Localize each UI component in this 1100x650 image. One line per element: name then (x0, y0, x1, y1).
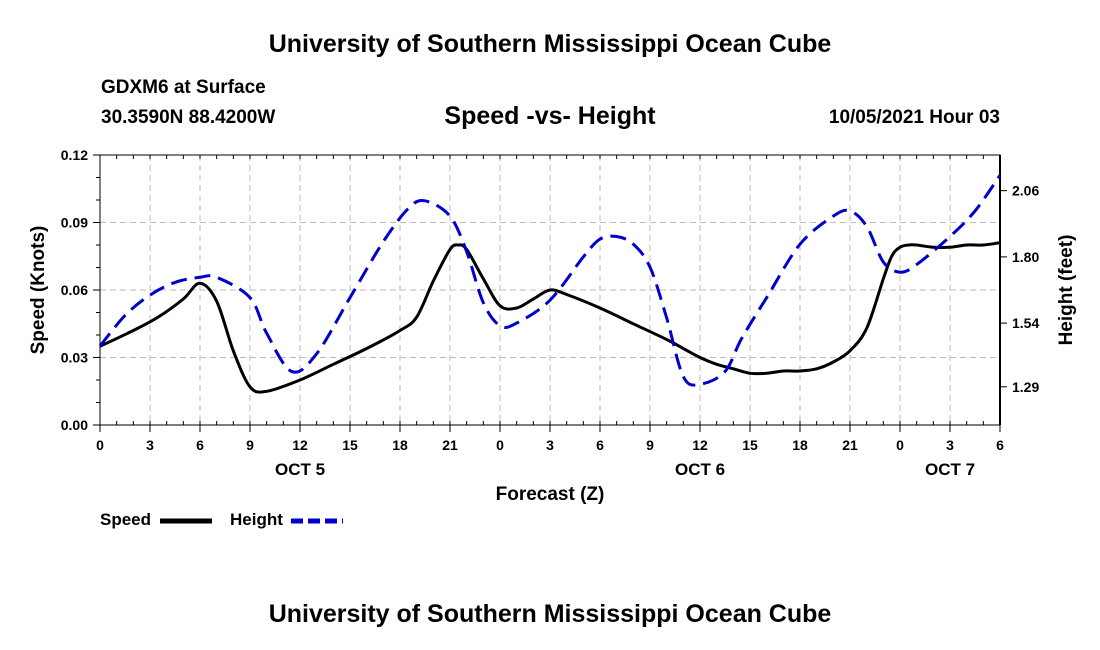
x-tick-label: 3 (146, 437, 154, 453)
x-axis-title: Forecast (Z) (496, 484, 605, 505)
y-tick-label: 0.00 (61, 417, 88, 433)
x-tick-label: 6 (596, 437, 604, 453)
legend-label-height: Height (230, 510, 283, 529)
x-tick-label: 0 (496, 437, 504, 453)
station-name: GDXM6 at Surface (101, 77, 266, 98)
x-tick-label: 0 (896, 437, 904, 453)
x-tick-label: 6 (196, 437, 204, 453)
chart-datetime: 10/05/2021 Hour 03 (828, 107, 1000, 128)
station-coordinates: 30.3590N 88.4200W (101, 107, 276, 128)
y2-axis-title: Height (feet) (1056, 235, 1077, 346)
y2-tick-label: 1.54 (1012, 315, 1039, 331)
y-tick-label: 0.06 (61, 282, 88, 298)
y-tick-label: 0.12 (61, 147, 88, 163)
day-label: OCT 6 (675, 460, 725, 479)
page-title: University of Southern Mississippi Ocean… (268, 30, 832, 58)
x-tick-label: 3 (946, 437, 954, 453)
y2-tick-label: 1.29 (1012, 379, 1039, 395)
x-tick-label: 6 (996, 437, 1004, 453)
footer-title: University of Southern Mississippi Ocean… (268, 600, 832, 628)
x-tick-label: 21 (842, 437, 858, 453)
x-tick-label: 0 (96, 437, 104, 453)
x-tick-label: 15 (342, 437, 358, 453)
day-label: OCT 5 (275, 460, 325, 479)
x-tick-label: 9 (246, 437, 254, 453)
x-tick-label: 12 (692, 437, 708, 453)
chart-title: Speed -vs- Height (444, 102, 656, 130)
legend-label-speed: Speed (100, 510, 151, 529)
series-line-speed (99, 241, 1001, 394)
y-tick-label: 0.03 (61, 350, 88, 366)
x-tick-label: 9 (646, 437, 654, 453)
y2-tick-label: 2.06 (1012, 183, 1039, 199)
x-tick-label: 3 (546, 437, 554, 453)
y-tick-label: 0.09 (61, 215, 88, 231)
x-tick-label: 18 (392, 437, 408, 453)
y-axis-title: Speed (Knots) (28, 226, 49, 355)
x-tick-label: 15 (742, 437, 758, 453)
x-tick-label: 18 (792, 437, 808, 453)
y2-tick-label: 1.80 (1012, 249, 1039, 265)
x-tick-label: 12 (292, 437, 308, 453)
x-tick-label: 21 (442, 437, 458, 453)
day-label: OCT 7 (925, 460, 975, 479)
series-line-height (98, 174, 1002, 387)
